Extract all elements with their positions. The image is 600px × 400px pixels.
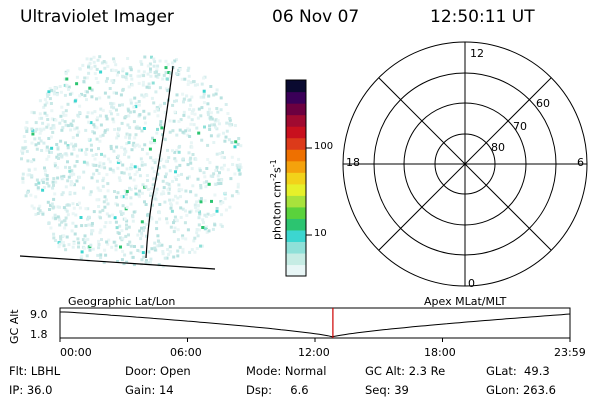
colorbar-band	[286, 252, 306, 266]
mlt-label-0: 0	[468, 277, 475, 290]
lat-label-80: 80	[491, 141, 505, 154]
colorbar-tick-label: 10	[314, 228, 327, 239]
colorbar-band	[286, 149, 306, 162]
date-label: 06 Nov 07	[272, 7, 360, 27]
mlt-label-18: 18	[346, 156, 360, 169]
colorbar-band	[286, 91, 306, 104]
mlt-label-12: 12	[470, 47, 484, 60]
colorbar-gradient	[286, 80, 306, 277]
seq-info: Seq: 39	[365, 383, 409, 397]
colorbar-band	[286, 126, 306, 139]
timeline-left-title: Geographic Lat/Lon	[68, 295, 176, 308]
glat-info: GLat: 49.3	[486, 364, 550, 378]
colorbar-band	[286, 80, 306, 93]
timeline-ytick: 9.0	[30, 308, 48, 321]
timeline-ytick: 1.8	[30, 328, 48, 341]
glon-info: GLon: 263.6	[486, 383, 556, 397]
colorbar-frame	[285, 79, 307, 277]
lat-label-70: 70	[513, 120, 527, 133]
gain-info: Gain: 14	[125, 383, 174, 397]
mlt-label-6: 6	[577, 156, 584, 169]
lat-label-60: 60	[536, 97, 550, 110]
ip-info: IP: 36.0	[9, 383, 53, 397]
timeline-x-ticks	[59, 338, 571, 342]
colorbar-band	[286, 206, 306, 219]
timeline-right-title: Apex MLat/MLT	[424, 295, 507, 308]
mode-info: Mode: Normal	[246, 364, 327, 378]
colorbar-band	[286, 264, 306, 277]
timeline-xtick: 06:00	[170, 346, 202, 359]
colorbar-band	[286, 137, 306, 150]
gc-alt-info: GC Alt: 2.3 Re	[365, 364, 446, 378]
timeline-xtick: 23:59	[554, 346, 586, 359]
terminator-line	[145, 65, 174, 259]
door-info: Door: Open	[125, 364, 191, 378]
colorbar-band	[286, 218, 306, 231]
colorbar-band	[286, 195, 306, 208]
polar-diagonal	[378, 77, 552, 251]
colorbar-band	[286, 241, 306, 254]
colorbar-band	[286, 160, 306, 173]
colorbar-band	[286, 183, 306, 196]
colorbar-band	[286, 114, 306, 127]
timeline-xtick: 12:00	[298, 346, 330, 359]
colorbar-band	[286, 229, 306, 243]
altitude-curve	[60, 311, 571, 338]
filter-info: Flt: LBHL	[9, 364, 61, 378]
colorbar-band	[286, 172, 306, 185]
dsp-info: Dsp: 6.6	[246, 383, 309, 397]
timeline-xtick: 00:00	[60, 346, 92, 359]
time-label: 12:50:11 UT	[430, 7, 535, 27]
colorbar-tick-label: 100	[314, 141, 334, 152]
aurora-image	[20, 55, 243, 268]
limb-line	[19, 255, 216, 270]
colorbar-band	[286, 103, 306, 116]
timeline-xtick: 18:00	[424, 346, 456, 359]
instrument-title: Ultraviolet Imager	[20, 7, 174, 27]
